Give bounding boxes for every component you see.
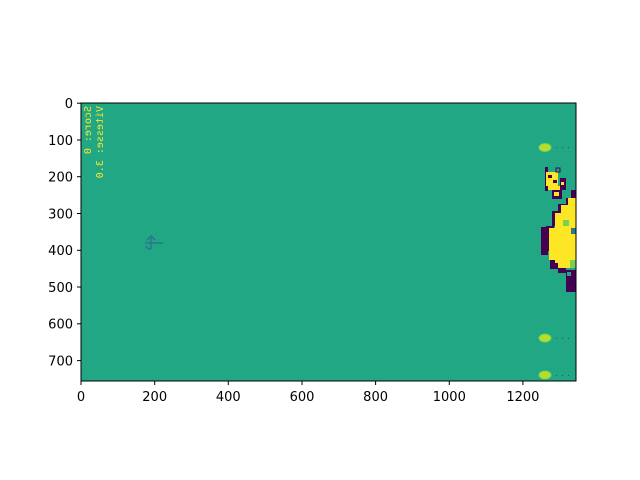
game-canvas [81,103,576,381]
y-tick-label: 100 [48,134,73,149]
hud-score: Score: 0 [83,106,94,154]
x-axis [80,381,524,385]
y-tick-label: 0 [65,97,73,112]
balls [538,143,569,380]
character-sprite [545,167,566,199]
y-tick-label: 500 [48,281,73,296]
x-tick-label: 200 [142,390,167,405]
y-tick-label: 200 [48,171,73,186]
y-tick-label: 700 [48,354,73,369]
x-tick-label: 600 [290,390,315,405]
x-tick-label: 0 [77,390,85,405]
y-tick-label: 300 [48,207,73,222]
y-tick-label: 400 [48,244,73,259]
ball [538,143,552,152]
plot-frame [80,102,577,382]
y-tick-label: 600 [48,318,73,333]
hud-speed: Vitesse: 3.0 [95,106,106,178]
ball [538,370,552,380]
pixel-blob-icon [541,190,576,292]
anchor-arrow-icon [145,234,163,250]
x-tick-label: 1000 [433,390,466,405]
hud: Score: 0 Vitesse: 3.0 [83,106,106,178]
x-tick-label: 1200 [506,390,539,405]
y-axis [77,102,81,362]
x-tick-label: 400 [216,390,241,405]
x-tick-label: 800 [363,390,388,405]
ball [538,333,552,343]
